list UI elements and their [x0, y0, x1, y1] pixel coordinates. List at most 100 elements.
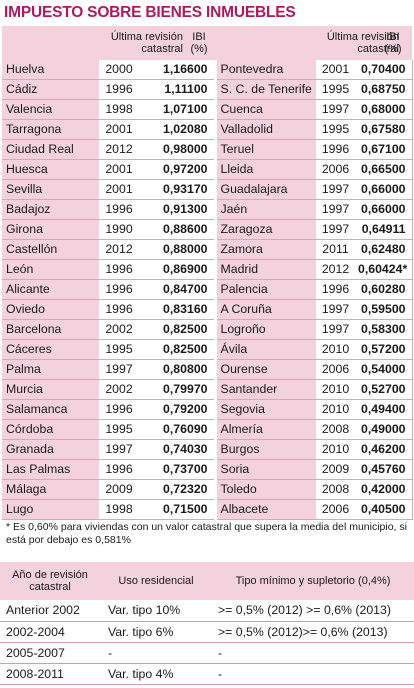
revision-year: 2008: [316, 479, 355, 501]
ibi-value: 0,73700: [139, 459, 216, 481]
ibi-value: 0,83160: [139, 299, 216, 321]
city-name: Lleida: [213, 159, 316, 181]
ibi-value: 0,91300: [139, 199, 216, 221]
city-name: Valencia: [2, 99, 99, 121]
revision-year: 1996: [316, 279, 355, 301]
revision-year: 1997: [316, 219, 355, 241]
revision-year: 1997: [316, 179, 355, 201]
city-name: Soria: [213, 459, 316, 481]
revision-year: 2006: [316, 359, 355, 381]
revision-period: Anterior 2002: [0, 600, 100, 622]
revision-year: 1997: [99, 359, 139, 381]
revision-year: 2010: [316, 399, 355, 421]
city-name: Santander: [213, 379, 316, 401]
revision-year: 2002: [99, 379, 139, 401]
residential-use: Var. tipo 4%: [100, 663, 212, 685]
table-row: Tarragona 2001 1,02080 Valladolid 1995 0,6758…: [2, 119, 413, 141]
city-name: Girona: [2, 219, 99, 241]
table-row: Cáceres 1995 0,82500 Ávila 2010 0,57200: [2, 339, 413, 361]
ibi-value: 0,49000: [355, 419, 413, 441]
revision-year: 2010: [316, 379, 355, 401]
ibi-value: 0,49400: [355, 399, 413, 421]
table-row: León 1996 0,86900 Madrid 2012 0,60424*: [2, 259, 413, 281]
header-spacer-left: [2, 26, 99, 60]
minimum-rate: -: [212, 663, 414, 685]
ibi-value: 0,54000: [355, 359, 413, 381]
city-name: Madrid: [213, 259, 316, 281]
revision-year: 2001: [99, 119, 139, 141]
city-name: Pontevedra: [213, 60, 316, 81]
city-name: Barcelona: [2, 319, 99, 341]
header-ibi-left: IBI (%): [139, 26, 215, 60]
ibi-value: 0,88000: [139, 239, 216, 261]
table-row: Málaga 2009 0,72320 Toledo 2008 0,42000: [2, 479, 413, 501]
city-name: Cáceres: [2, 339, 99, 361]
city-name: A Coruña: [213, 299, 316, 321]
header-spacer-right: [215, 26, 316, 60]
page-title: IMPUESTO SOBRE BIENES INMUEBLES: [4, 4, 296, 21]
ibi-value: 0,82500: [139, 339, 216, 361]
ibi-value: 0,70400: [355, 60, 413, 81]
table-row: Murcia 2002 0,79970 Santander 2010 0,52700: [2, 379, 413, 401]
footnote: * Es 0,60% para viviendas con un valor c…: [6, 521, 407, 546]
ibi-value: 0,62480: [355, 239, 413, 261]
revision-year: 2001: [316, 60, 355, 81]
revision-year: 1998: [99, 499, 139, 521]
ibi-value: 0,82500: [139, 319, 216, 341]
table-row: Ciudad Real 2012 0,98000 Teruel 1996 0,67100: [2, 139, 413, 161]
revision-year: 1997: [316, 199, 355, 221]
table-row: Granada 1997 0,74030 Burgos 2010 0,46200: [2, 439, 413, 461]
city-name: Ourense: [213, 359, 316, 381]
header-revision-right: Última revisión catastral: [316, 26, 399, 60]
table-row: Barcelona 2002 0,82500 Logroño 1997 0,58300: [2, 319, 413, 341]
table-row: Huelva 2000 1,16600 Pontevedra 2001 0,70400: [2, 60, 413, 81]
revision-year: 2001: [99, 159, 139, 181]
table-row: Girona 1990 0,88600 Zaragoza 1997 0,64911: [2, 219, 413, 241]
revision-year: 2000: [99, 60, 139, 81]
table-row: Badajoz 1996 0,91300 Jaén 1997 0,66000: [2, 199, 413, 221]
ibi-value: 0,80800: [139, 359, 216, 381]
table-row: Castellón 2012 0,88000 Zamora 2011 0,62480: [2, 239, 413, 261]
revision-year: 2002: [99, 319, 139, 341]
table-row: 2002-2004 Var. tipo 6% >= 0,5% (2012)>= 0,…: [0, 621, 414, 643]
revision-year: 2009: [99, 479, 139, 501]
city-name: Cádiz: [2, 79, 99, 101]
table-row: Cádiz 1996 1,11100 S. C. de Tenerife 1995 0,6…: [2, 79, 413, 101]
table-row: 2005-2007- -: [0, 642, 414, 664]
revision-year: 2010: [316, 339, 355, 361]
city-name: Zamora: [213, 239, 316, 261]
city-name: Ávila: [213, 339, 316, 361]
city-name: Guadalajara: [213, 179, 316, 201]
revision-year: 2009: [316, 459, 355, 481]
revision-year: 1998: [99, 99, 139, 121]
revision-period: 2005-2007: [0, 642, 100, 664]
table-row: Valencia 1998 1,07100 Cuenca 1997 0,68000: [2, 99, 413, 121]
city-name: Segovia: [213, 399, 316, 421]
revision-year: 2010: [316, 439, 355, 461]
city-name: Burgos: [213, 439, 316, 461]
revision-year: 1996: [99, 259, 139, 281]
city-name: Albacete: [213, 499, 316, 521]
city-name: Granada: [2, 439, 99, 461]
revision-year: 1996: [99, 399, 139, 421]
ibi-value: 0,67580: [355, 119, 413, 141]
ibi-table-header: Última revisión catastral IBI (%) Última…: [2, 26, 412, 60]
table-row: Anterior 2002 Var. tipo 10% >= 0,5% (2012)…: [0, 600, 414, 622]
ibi-value: 1,07100: [139, 99, 216, 121]
residential-use: -: [100, 642, 212, 664]
revision-period: 2002-2004: [0, 621, 100, 643]
city-name: Oviedo: [2, 299, 99, 321]
header-period: Año de revisión catastral: [0, 562, 100, 600]
table-row: Lugo 1998 0,71500 Albacete 2006 0,40500: [2, 499, 413, 521]
city-name: Lugo: [2, 499, 99, 521]
city-name: Sevilla: [2, 179, 99, 201]
city-name: Huesca: [2, 159, 99, 181]
revision-year: 1995: [99, 419, 139, 441]
table-row: Palma 1997 0,80800 Ourense 2006 0,54000: [2, 359, 413, 381]
table-row: Alicante 1996 0,84700 Palencia 1996 0,60280: [2, 279, 413, 301]
ibi-value: 0,93170: [139, 179, 216, 201]
header-ibi-right: IBI (%): [355, 26, 412, 60]
ibi-value: 0,52700: [355, 379, 413, 401]
ibi-value: 0,40500: [355, 499, 413, 521]
ibi-value: 0,66000: [355, 179, 413, 201]
